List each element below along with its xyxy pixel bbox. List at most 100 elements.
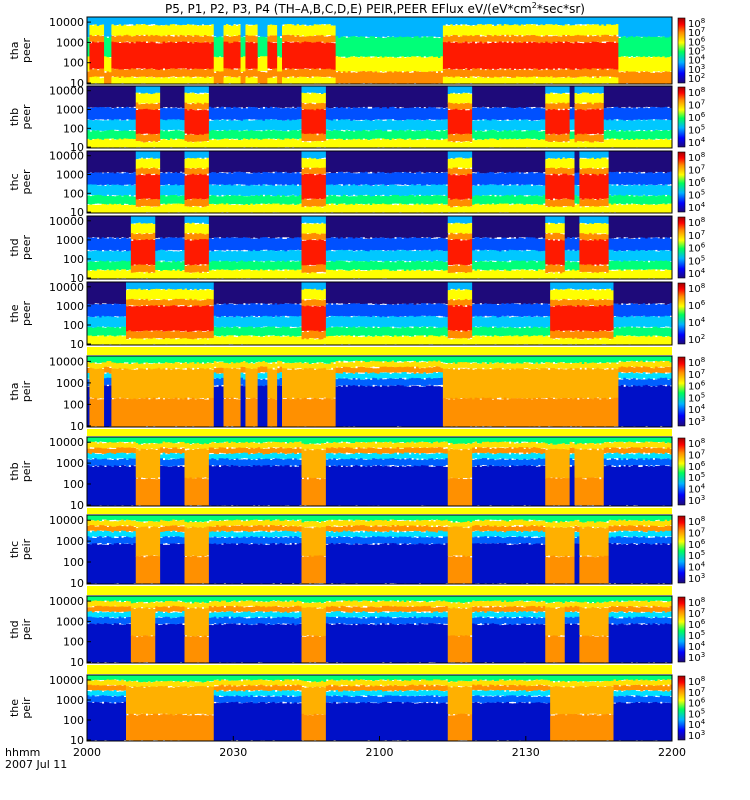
spectrogram-cell [389,262,393,271]
spectrogram-cell [150,41,154,69]
spectrogram-cell [396,17,400,38]
spectrogram-cell [323,233,327,240]
spectrogram-cell [442,139,446,148]
spectrogram-cell [635,36,639,57]
spectrogram-cell [296,151,300,174]
spectrogram-cell [572,43,575,71]
spectrogram-cell [413,185,417,196]
spectrogram-cell [333,237,337,251]
spectrogram-cell [459,206,463,213]
spectrogram-cell [620,36,624,57]
spectrogram-cell [530,139,534,148]
spectrogram-cell [491,69,495,78]
spectrogram-cell [501,86,505,108]
spectrogram-cell [516,24,519,36]
spectrogram-cell [547,77,551,84]
spectrogram-cell [377,17,380,38]
spectrogram-cell [99,270,103,279]
spectrogram-cell [633,107,636,120]
spectrogram-cell [403,139,407,148]
spectrogram-cell [613,195,617,204]
spectrogram-cell [189,206,193,213]
spectrogram-cell [155,250,159,262]
spectrogram-cell [286,17,290,26]
spectrogram-cell [530,249,534,261]
spectrogram-cell [464,216,468,225]
spectrogram-cell [104,270,107,279]
colorbar-label: 108 [688,151,705,164]
spectrogram-cell [545,93,549,104]
spectrogram-cell [496,17,500,25]
spectrogram-cell [99,68,103,77]
spectrogram-cell [238,35,241,42]
spectrogram-cell [245,68,249,77]
spectrogram-cell [608,171,612,185]
spectrogram-cell [384,260,388,270]
spectrogram-cell [230,195,234,205]
spectrogram-cell [113,69,117,78]
spectrogram-cell [330,237,334,250]
spectrogram-cell [430,195,434,205]
spectrogram-cell [150,68,154,77]
spectrogram-cell [467,86,471,93]
spectrogram-cell [169,24,173,36]
spectrogram-cell [206,157,210,168]
spectrogram-cell [640,185,644,196]
spectrogram-cell [99,36,103,43]
spectrogram-cell [411,270,415,279]
spectrogram-cell [286,204,290,213]
spectrogram-cell [650,86,653,107]
spectrogram-cell [367,261,371,271]
spectrogram-cell [316,264,319,273]
spectrogram-cell [386,269,390,279]
spectrogram-cell [401,151,405,173]
colorbar-label-exp: 3 [701,63,705,71]
spectrogram-cell [118,238,122,252]
spectrogram-cell [247,185,251,197]
spectrogram-cell [542,119,546,131]
spectrogram-cell [562,93,566,103]
spectrogram-cell [394,262,397,272]
y-tick-label: 100 [63,122,84,135]
spectrogram-cell [369,36,373,57]
spectrogram-cell [403,120,407,131]
spectrogram-cell [372,196,376,205]
spectrogram-cell [218,120,222,131]
spectrogram-cell [316,93,319,104]
spectrogram-cell [267,216,271,238]
spectrogram-cell [401,185,405,197]
spectrogram-cell [206,103,210,110]
spectrogram-cell [143,36,146,43]
spectrogram-cell [528,151,532,173]
spectrogram-cell [477,35,480,42]
spectrogram-cell [182,184,185,196]
spectrogram-cell [591,135,595,143]
spectrogram-cell [216,173,220,186]
spectrogram-cell [121,251,124,263]
spectrogram-cell [352,260,356,270]
spectrogram-cell [162,261,166,271]
spectrogram-cell [389,204,393,213]
spectrogram-cell [416,237,419,251]
spectrogram-cell [591,223,595,234]
spectrogram-cell [179,203,183,213]
spectrogram-cell [321,93,324,104]
spectrogram-cell [240,237,244,251]
spectrogram-cell [169,68,173,77]
spectrogram-cell [637,56,641,72]
spectrogram-cell [462,77,466,84]
spectrogram-cell [357,216,361,238]
spectrogram-cell [133,139,137,148]
spectrogram-cell [508,138,512,148]
spectrogram-cell [574,41,578,69]
spectrogram-cell [513,35,517,43]
spectrogram-cell [296,42,300,69]
spectrogram-cell [581,200,585,208]
spectrogram-cell [157,199,161,208]
spectrogram-cell [308,206,312,213]
spectrogram-cell [116,195,120,205]
spectrogram-cell [104,216,107,238]
spectrogram-cell [647,108,651,121]
spectrogram-cell [126,86,129,109]
spectrogram-cell [501,237,505,251]
